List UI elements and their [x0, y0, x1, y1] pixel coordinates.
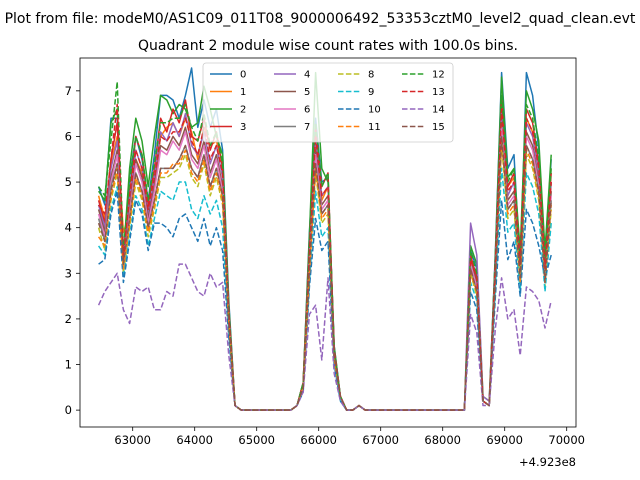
- series-line-6: [97, 126, 552, 411]
- y-tick-label: 4: [65, 221, 72, 235]
- y-tick-label: 2: [65, 312, 72, 326]
- y-tick-label: 3: [65, 266, 72, 280]
- legend-label-0: 0: [240, 70, 246, 81]
- legend-label-15: 15: [432, 122, 445, 133]
- y-tick-label: 1: [65, 358, 72, 372]
- x-tick-label: 67000: [362, 433, 399, 447]
- series-line-13: [97, 103, 552, 411]
- series-line-14: [97, 263, 552, 411]
- legend-label-10: 10: [368, 105, 381, 116]
- x-tick-label: 63000: [114, 433, 151, 447]
- x-tick-label: 64000: [176, 433, 213, 447]
- legend-label-12: 12: [432, 70, 445, 81]
- series-line-5: [97, 122, 552, 411]
- legend-label-14: 14: [432, 105, 445, 116]
- y-tick-label: 6: [65, 129, 72, 143]
- y-tick-label: 5: [65, 175, 72, 189]
- x-tick-label: 65000: [238, 433, 275, 447]
- legend-label-2: 2: [240, 105, 246, 116]
- legend-label-7: 7: [304, 122, 310, 133]
- legend-box: [202, 62, 454, 143]
- y-tick-label: 7: [65, 84, 72, 98]
- x-tick-label: 69000: [486, 433, 523, 447]
- series-line-12: [97, 80, 552, 411]
- series-line-3: [97, 99, 552, 411]
- legend-label-13: 13: [432, 87, 445, 98]
- plot-area-frame: [79, 57, 577, 428]
- x-axis: 63000 64000 65000 66000 67000 68000 69000 70000: [114, 427, 585, 447]
- legend-label-6: 6: [304, 105, 310, 116]
- legend-label-3: 3: [240, 122, 246, 133]
- legend-label-1: 1: [240, 87, 246, 98]
- x-tick-label: 66000: [300, 433, 337, 447]
- x-tick-label: 68000: [424, 433, 461, 447]
- figure-suptitle: Plot from file: modeM0/AS1C09_011T08_900…: [5, 11, 636, 27]
- chart-title: Quadrant 2 module wise count rates with …: [138, 38, 518, 54]
- legend-label-4: 4: [304, 70, 310, 81]
- series-line-10: [98, 190, 552, 411]
- y-tick-label: 0: [65, 403, 72, 417]
- y-axis: 0 1 2 3 4 5 6 7: [65, 84, 80, 417]
- legend-label-5: 5: [304, 87, 310, 98]
- series-line-9: [97, 167, 552, 411]
- x-axis-offset-label: +4.923e8: [519, 455, 576, 469]
- legend-label-8: 8: [368, 70, 374, 81]
- legend-label-9: 9: [368, 87, 374, 98]
- series-line-8: [97, 144, 552, 411]
- series-line-15: [97, 135, 552, 411]
- legend-label-11: 11: [368, 122, 381, 133]
- x-tick-label: 70000: [548, 433, 585, 447]
- series-layer: [97, 67, 552, 411]
